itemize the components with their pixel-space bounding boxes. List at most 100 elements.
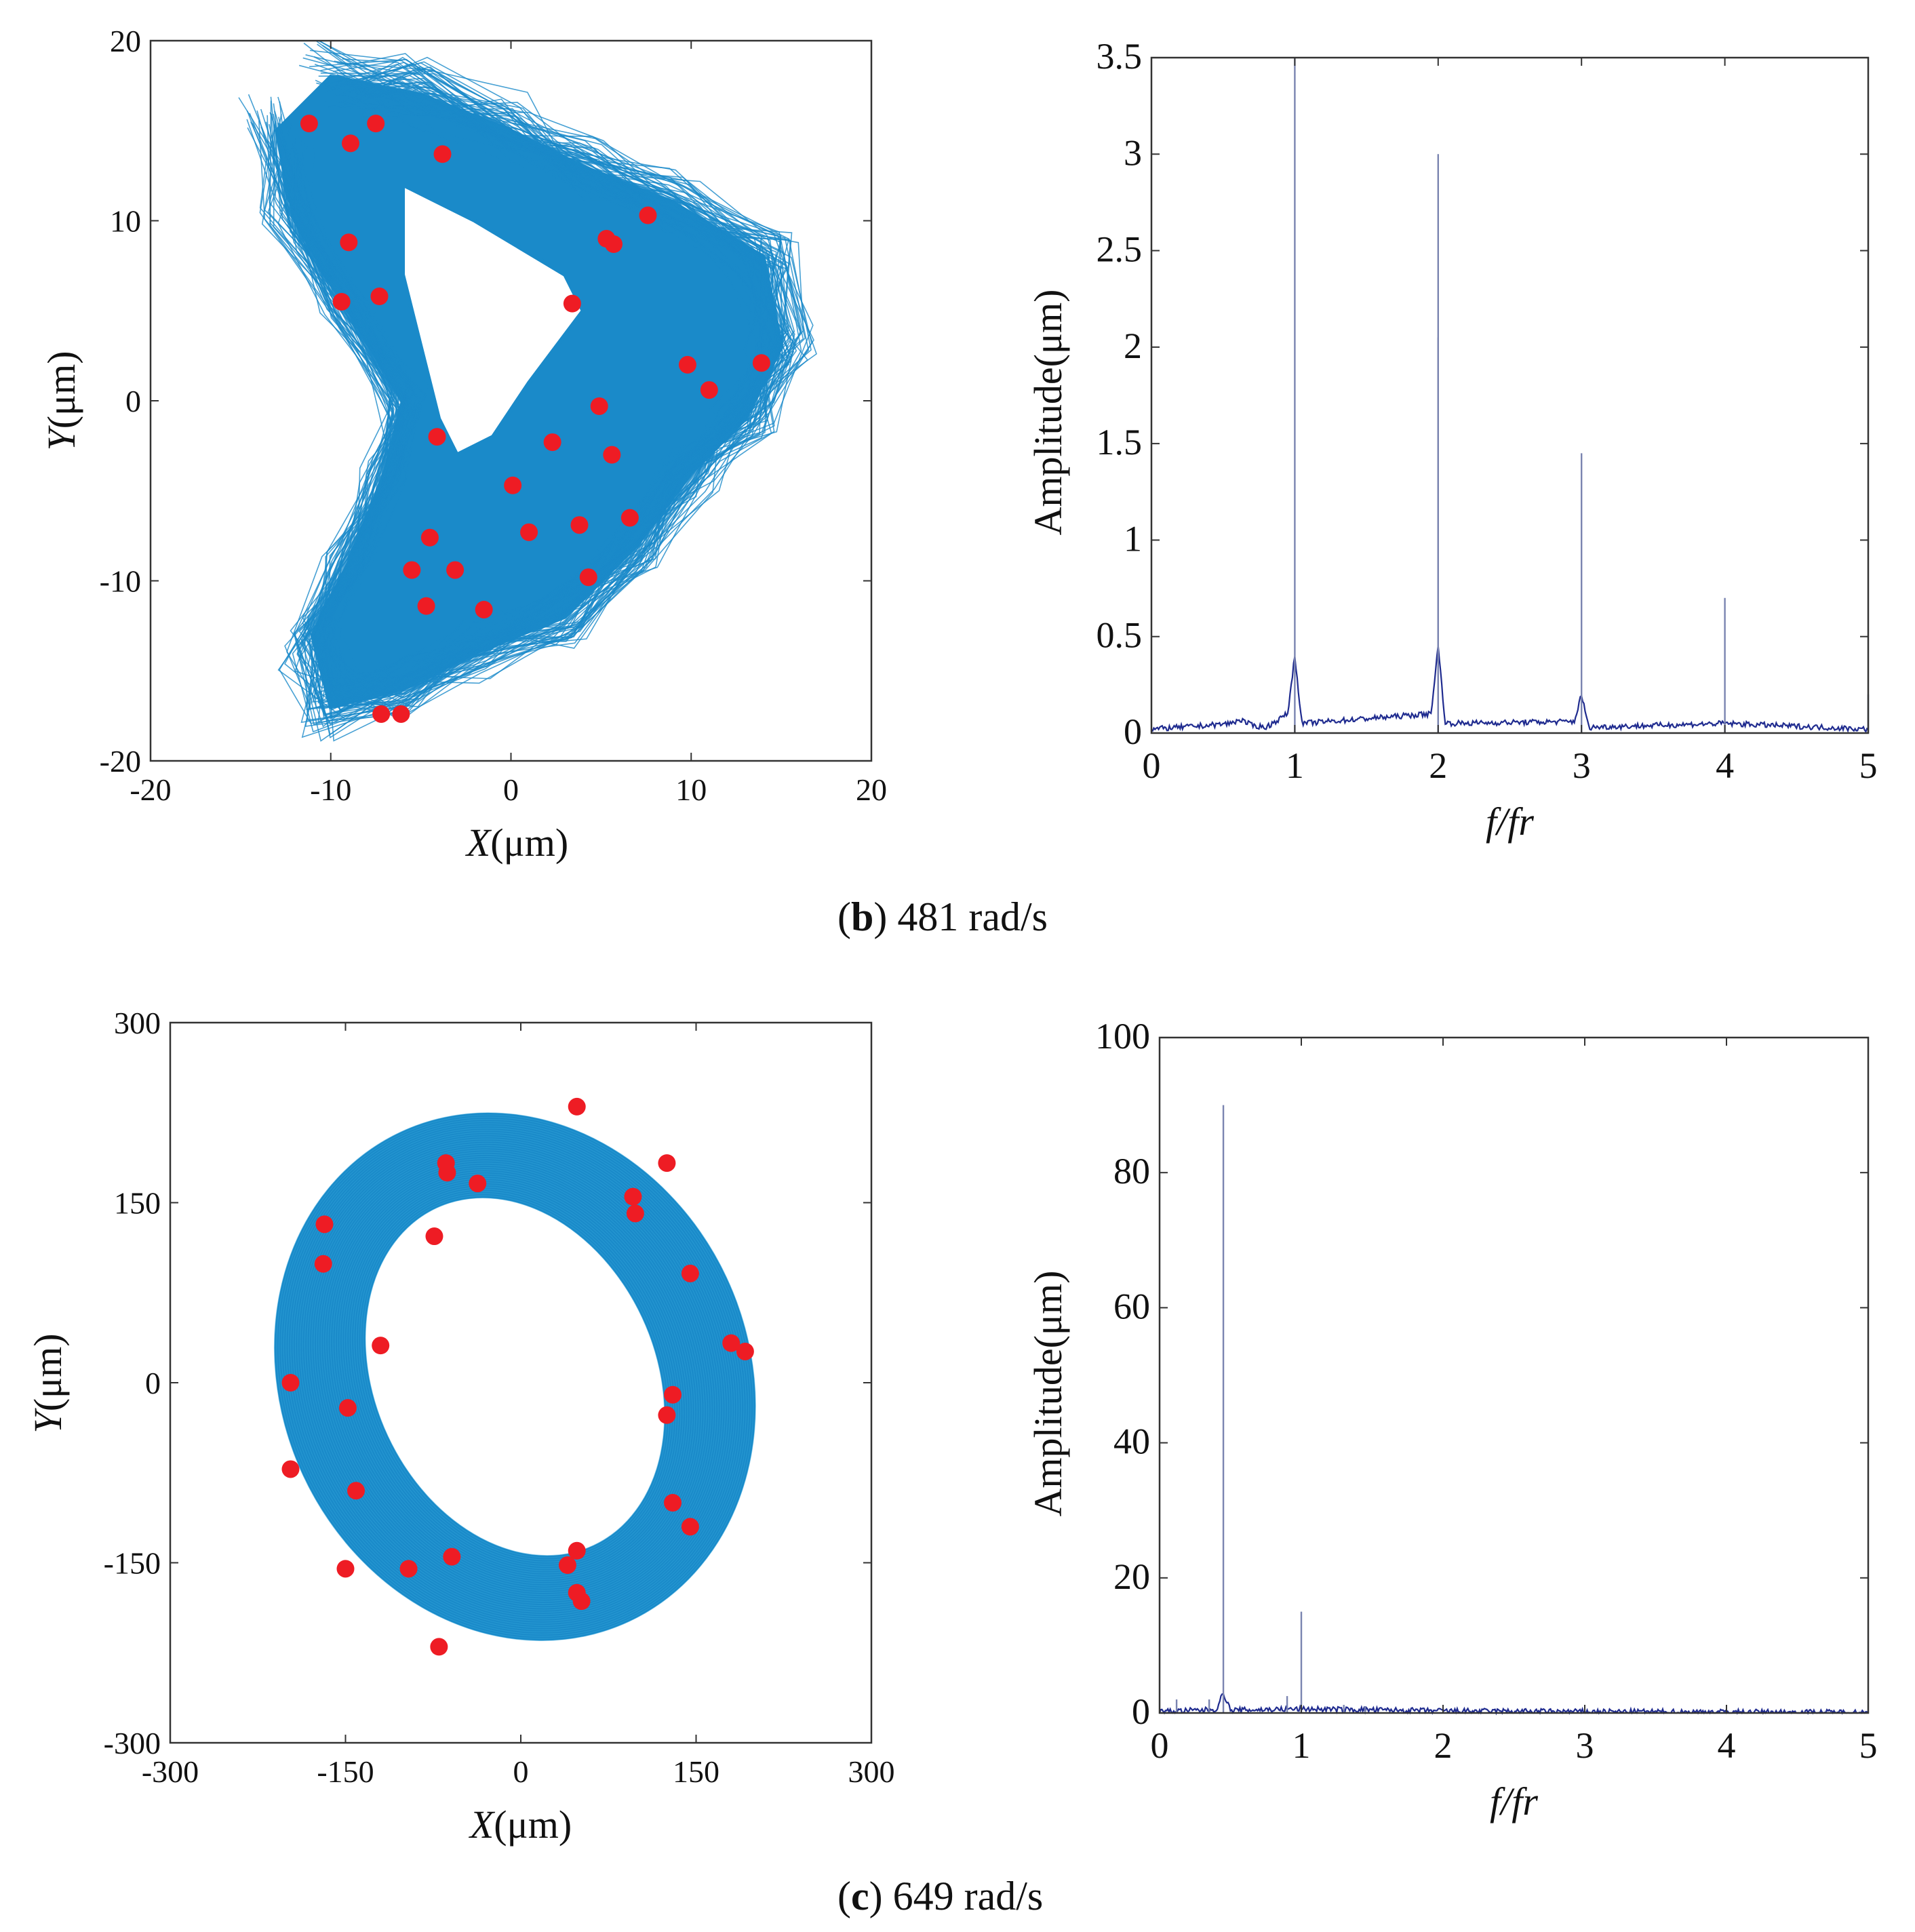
orbit-marker xyxy=(624,1187,642,1206)
y-tick-label: 80 xyxy=(1113,1151,1150,1191)
caption-b-letter: b xyxy=(850,894,874,939)
y-tick-label: 1.5 xyxy=(1097,422,1143,462)
orbit-marker xyxy=(336,1560,355,1578)
orbit-marker xyxy=(639,206,657,224)
orbit-trace xyxy=(337,1171,693,1582)
orbit-trace xyxy=(309,1145,721,1609)
orbit-trace xyxy=(281,1119,749,1635)
orbit-marker xyxy=(520,523,538,541)
orbit-marker xyxy=(681,1518,699,1536)
x-tick-label: 3 xyxy=(1576,1725,1594,1766)
orbit-trace xyxy=(362,1195,667,1558)
spectrum-baseline xyxy=(1158,1693,1869,1716)
orbit-marker xyxy=(664,1494,682,1512)
orbit-trace xyxy=(325,1160,705,1594)
orbit-trace xyxy=(342,1175,688,1578)
orbit-trace xyxy=(295,1132,735,1621)
orbit-band xyxy=(238,41,817,742)
orbit-marker xyxy=(700,381,718,399)
orbit-marker xyxy=(572,1592,591,1611)
orbit-marker xyxy=(568,1097,586,1116)
orbit-trace xyxy=(328,1162,703,1591)
orbit-marker xyxy=(568,1541,586,1560)
orbit-marker xyxy=(438,1164,456,1182)
orbit-trace xyxy=(284,85,793,709)
orbit-trace xyxy=(276,1114,754,1639)
y-tick-label: 3 xyxy=(1124,132,1142,173)
orbit-trace xyxy=(323,1158,707,1596)
orbit-trace xyxy=(273,41,791,705)
orbit-trace xyxy=(346,1180,684,1574)
orbit-marker xyxy=(370,288,389,306)
spectrum-baseline xyxy=(1151,646,1869,734)
y-tick-label: 0 xyxy=(1132,1691,1150,1732)
orbit-trace xyxy=(280,100,779,715)
x-tick-label: 0 xyxy=(503,772,519,807)
orbit-trace xyxy=(349,1182,682,1571)
orbit-marker xyxy=(281,1374,300,1392)
orbit-trace xyxy=(273,103,789,696)
orbit-trace xyxy=(351,1184,679,1569)
orbit-marker xyxy=(722,1334,741,1352)
x-tick-label: 0 xyxy=(1151,1725,1169,1766)
orbit-marker xyxy=(603,446,621,464)
orbit-marker xyxy=(590,397,608,415)
orbit-marker xyxy=(420,528,439,547)
orbit-marker xyxy=(403,561,421,579)
orbit-marker xyxy=(752,354,770,372)
orbit-trace xyxy=(332,1166,698,1587)
orbit-plot-b: -20 -10 0 10 20 -20 -10 0 10 20 X(μm) Y(μm) xyxy=(39,24,887,865)
orbit-marker xyxy=(428,428,446,446)
x-tick-label: 0 xyxy=(1143,745,1161,786)
spectrum-plot-b: 0 1 2 3 4 5 0 0.5 1 1.5 2 2.5 3 3.5 f/fr Amplitude(μm) xyxy=(1026,36,1878,844)
orbit-trace xyxy=(318,1154,712,1600)
orbit-trace xyxy=(358,1191,672,1562)
x-tick-label: 150 xyxy=(673,1754,719,1789)
y-tick-label: -150 xyxy=(104,1546,161,1581)
orbit-trace xyxy=(273,1112,756,1641)
orbit-trace xyxy=(297,1134,733,1619)
orbit-marker xyxy=(658,1154,676,1172)
x-tick-label: 3 xyxy=(1573,745,1591,786)
orbit-trace xyxy=(330,1164,700,1589)
x-tick-label: -20 xyxy=(130,772,171,807)
orbit-marker xyxy=(341,134,359,153)
orbit-marker xyxy=(340,233,358,252)
orbit-marker xyxy=(372,1337,390,1355)
orbit-trace xyxy=(267,41,791,703)
orbit-marker xyxy=(543,433,561,452)
orbit-marker xyxy=(558,1556,576,1575)
orbit-trace xyxy=(334,1169,696,1585)
orbit-marker xyxy=(433,145,452,163)
y-tick-label: -300 xyxy=(104,1726,161,1760)
spectrum-plot-c: 0 1 2 3 4 5 0 20 40 60 80 100 f/fr Amplitude(μm) xyxy=(1026,1016,1878,1823)
x-axis-label: X(μm) xyxy=(465,821,568,865)
orbit-trace xyxy=(313,1149,717,1604)
orbit-trace xyxy=(353,1186,677,1567)
orbit-trace xyxy=(299,1136,730,1617)
orbit-trace xyxy=(302,1139,728,1615)
x-tick-label: -150 xyxy=(317,1754,374,1789)
orbit-trace xyxy=(288,1125,743,1628)
orbit-trace xyxy=(278,92,752,689)
orbit-marker xyxy=(314,1255,332,1273)
y-tick-label: 0.5 xyxy=(1097,615,1143,656)
orbit-trace xyxy=(264,50,777,742)
orbit-marker xyxy=(678,355,696,374)
orbit-marker xyxy=(626,1204,644,1223)
orbit-marker xyxy=(563,294,581,313)
orbit-trace xyxy=(365,1197,665,1556)
orbit-marker xyxy=(332,292,351,311)
caption-b-text: 481 rad/s xyxy=(897,894,1048,939)
orbit-fill xyxy=(274,1112,756,1641)
orbit-marker xyxy=(367,115,385,133)
orbit-trace xyxy=(260,62,784,713)
y-tick-label: 20 xyxy=(1113,1556,1150,1597)
orbit-marker xyxy=(430,1638,448,1656)
orbit-trace xyxy=(311,1147,719,1606)
orbit-marker xyxy=(681,1264,699,1282)
orbit-marker xyxy=(604,235,623,254)
y-tick-label: 3.5 xyxy=(1097,36,1143,77)
x-axis-label: f/fr xyxy=(1486,800,1534,844)
x-tick-label: 2 xyxy=(1429,745,1447,786)
